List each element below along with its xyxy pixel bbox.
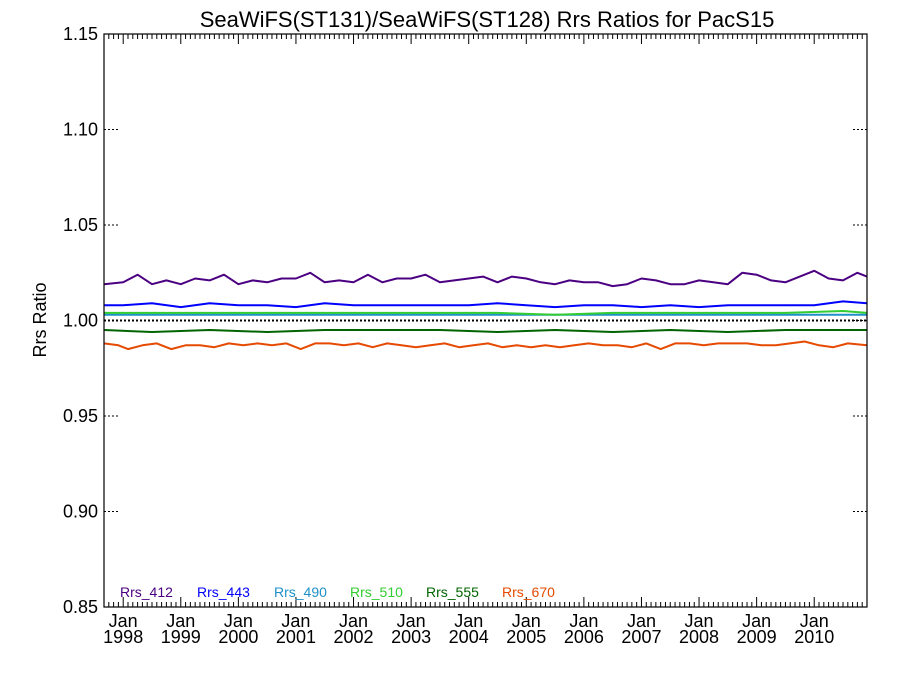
x-tick-label-year: 2008 xyxy=(679,627,719,647)
x-tick-label-month: Jan xyxy=(339,611,368,631)
plot-frame xyxy=(103,33,868,608)
x-tick-label-year: 2002 xyxy=(334,627,374,647)
series-line-rrs-412 xyxy=(103,269,868,288)
chart-title: SeaWiFS(ST131)/SeaWiFS(ST128) Rrs Ratios… xyxy=(200,7,775,32)
x-tick-label-month: Jan xyxy=(800,611,829,631)
x-tick-label-month: Jan xyxy=(397,611,426,631)
x-tick-label-year: 1998 xyxy=(103,627,143,647)
x-tick-label-month: Jan xyxy=(627,611,656,631)
x-tick-label-year: 2001 xyxy=(276,627,316,647)
x-tick-label-year: 2005 xyxy=(506,627,546,647)
y-tick-label: 1.10 xyxy=(63,120,98,140)
series-line-rrs-555 xyxy=(103,329,867,333)
series-line-rrs-443 xyxy=(104,300,868,309)
legend-item: Rrs_412 xyxy=(120,584,173,600)
y-axis-label: Rrs Ratio xyxy=(30,282,50,357)
x-tick-label-month: Jan xyxy=(454,611,483,631)
x-tick-label-year: 1999 xyxy=(161,627,201,647)
series-line-rrs-510 xyxy=(104,310,868,316)
x-tick-label-month: Jan xyxy=(685,611,714,631)
y-tick-label: 1.15 xyxy=(63,24,98,44)
x-tick-label-month: Jan xyxy=(109,611,138,631)
x-tick-label-month: Jan xyxy=(224,611,253,631)
legend-item: Rrs_555 xyxy=(426,584,479,600)
x-tick-label-year: 2007 xyxy=(621,627,661,647)
x-tick-label-month: Jan xyxy=(569,611,598,631)
x-tick-label-year: 2009 xyxy=(737,627,777,647)
y-tick-label: 1.05 xyxy=(63,215,98,235)
y-tick-label: 0.90 xyxy=(63,502,98,522)
x-tick-label-year: 2000 xyxy=(218,627,258,647)
legend-item: Rrs_443 xyxy=(197,584,250,600)
x-tick-label-year: 2006 xyxy=(564,627,604,647)
y-tick-label: 0.95 xyxy=(63,406,98,426)
x-tick-label-year: 2004 xyxy=(449,627,489,647)
y-tick-label: 1.00 xyxy=(63,311,98,331)
x-tick-label-month: Jan xyxy=(166,611,195,631)
y-tick-label: 0.85 xyxy=(63,597,98,617)
legend-item: Rrs_510 xyxy=(350,584,403,600)
x-tick-label-month: Jan xyxy=(512,611,541,631)
x-tick-label-year: 2003 xyxy=(391,627,431,647)
legend-item: Rrs_490 xyxy=(274,584,327,600)
legend-item: Rrs_670 xyxy=(502,584,555,600)
series-line-rrs-670 xyxy=(103,340,868,351)
x-tick-label-month: Jan xyxy=(281,611,310,631)
x-tick-label-month: Jan xyxy=(742,611,771,631)
x-tick-label-year: 2010 xyxy=(794,627,834,647)
